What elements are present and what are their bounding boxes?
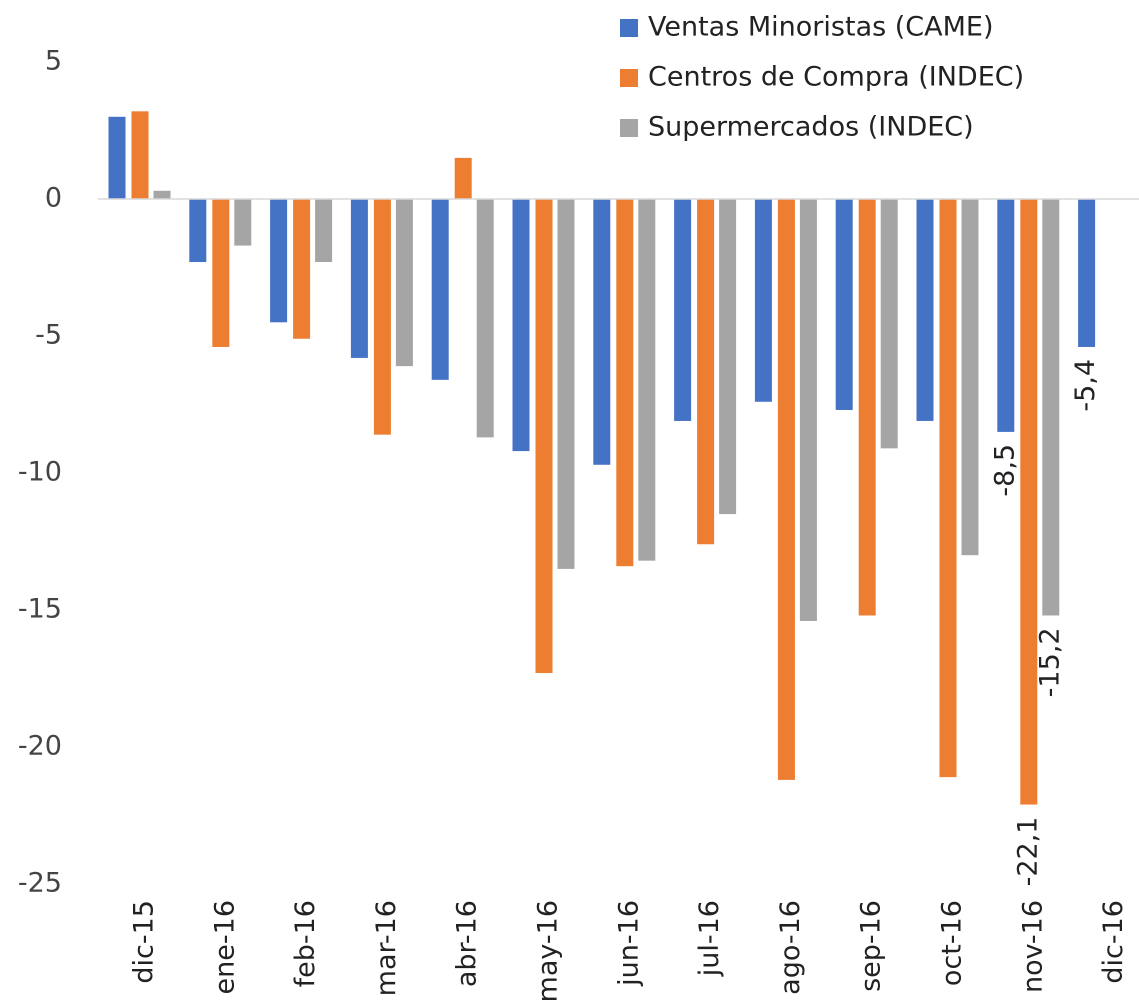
data-label: -5,4 [1070, 359, 1101, 412]
y-tick-label: 0 [45, 183, 62, 214]
y-tick-label: -25 [18, 868, 62, 899]
bar [476, 199, 494, 438]
bar [212, 199, 230, 347]
bar [880, 199, 898, 449]
x-tick-label: ene-16 [209, 900, 240, 994]
bar [799, 199, 817, 621]
bar [997, 199, 1015, 432]
x-tick-label: jun-16 [613, 900, 644, 987]
legend-swatch [620, 19, 638, 37]
legend-label: Ventas Minoristas (CAME) [648, 12, 994, 43]
bar [395, 199, 413, 367]
y-tick-label: 5 [45, 46, 62, 77]
bar [719, 199, 737, 515]
bar [858, 199, 876, 616]
x-tick-label: feb-16 [290, 900, 321, 987]
bar [131, 111, 149, 199]
x-tick-label: may-16 [533, 900, 564, 1002]
bar [1020, 199, 1038, 805]
bar [1078, 199, 1096, 347]
x-tick-label: nov-16 [1017, 900, 1048, 993]
bar [373, 199, 391, 435]
bar [293, 199, 311, 339]
data-label: -15,2 [1034, 627, 1065, 697]
y-tick-label: -15 [18, 594, 62, 625]
bar [777, 199, 795, 780]
bar [535, 199, 553, 674]
bar [835, 199, 853, 410]
x-tick-label: dic-15 [129, 900, 160, 984]
bar [108, 116, 126, 199]
legend-label: Supermercados (INDEC) [648, 112, 974, 143]
bar [431, 199, 449, 380]
bar [350, 199, 368, 358]
bar [234, 199, 252, 246]
bar [939, 199, 957, 778]
bar [512, 199, 530, 452]
bar [916, 199, 934, 421]
bar [754, 199, 772, 402]
y-tick-label: -10 [18, 457, 62, 488]
bar [674, 199, 692, 421]
bar [270, 199, 288, 323]
bar [638, 199, 656, 561]
legend-swatch [620, 69, 638, 87]
legend-label: Centros de Compra (INDEC) [648, 62, 1024, 93]
bar [1042, 199, 1060, 616]
x-tick-label: abr-16 [452, 900, 483, 987]
bar [557, 199, 575, 569]
bar [961, 199, 979, 556]
x-tick-label: ago-16 [775, 900, 806, 995]
x-tick-label: dic-16 [1098, 900, 1129, 984]
x-tick-label: sep-16 [856, 900, 887, 992]
x-tick-label: oct-16 [937, 900, 968, 986]
bar [454, 157, 472, 199]
x-tick-label: mar-16 [371, 900, 402, 996]
bar [593, 199, 611, 465]
x-tick-label: jul-16 [694, 900, 725, 977]
y-tick-label: -20 [18, 731, 62, 762]
y-tick-label: -5 [35, 320, 62, 351]
legend-swatch [620, 119, 638, 137]
bar [697, 199, 715, 545]
bar [153, 190, 171, 199]
bar [616, 199, 634, 567]
data-label: -22,1 [1012, 817, 1043, 887]
bar [189, 199, 207, 263]
bar [315, 199, 333, 263]
data-label: -8,5 [989, 444, 1020, 497]
